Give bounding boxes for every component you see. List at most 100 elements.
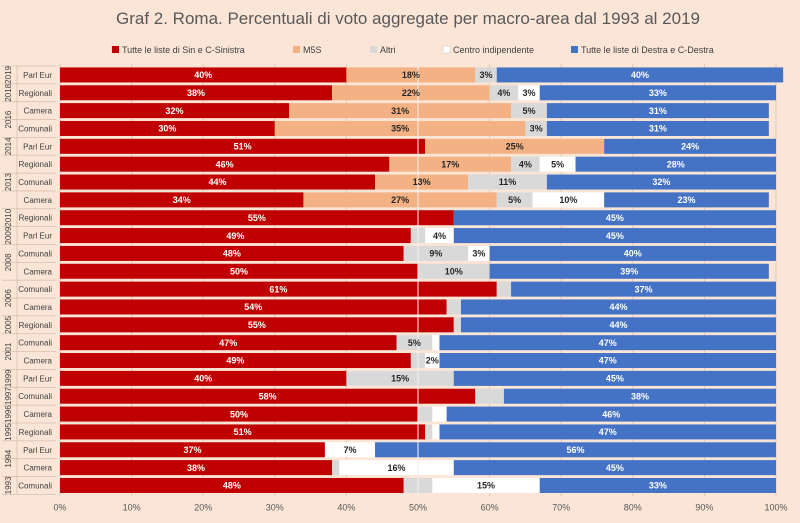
legend-label: M5S xyxy=(303,45,322,55)
bar-segment xyxy=(332,85,490,101)
year-label: 1996 xyxy=(4,405,13,423)
bar-segment xyxy=(60,477,404,493)
bar-segment xyxy=(432,477,540,493)
year-label: 2014 xyxy=(4,137,13,155)
data-label: 11% xyxy=(499,177,517,187)
data-label: 17% xyxy=(441,159,459,169)
data-label: 3% xyxy=(480,70,493,80)
data-label: 40% xyxy=(624,249,642,259)
data-label: 49% xyxy=(226,356,244,366)
data-label: 45% xyxy=(606,213,624,223)
data-label: 44% xyxy=(609,302,627,312)
bar-segment xyxy=(425,353,440,369)
bar-segment xyxy=(60,138,426,154)
bar-segment xyxy=(604,192,769,208)
data-label: 46% xyxy=(602,409,620,419)
bar-segment xyxy=(60,299,447,315)
legend-swatch xyxy=(112,46,119,53)
bar-segment xyxy=(539,85,776,101)
data-label: 45% xyxy=(606,374,624,384)
bar-segment xyxy=(60,460,333,476)
row-label: Camera xyxy=(24,410,53,419)
data-label: 31% xyxy=(649,124,667,134)
data-label: 54% xyxy=(244,302,262,312)
data-label: 46% xyxy=(216,159,234,169)
data-label: 4% xyxy=(433,231,446,241)
bar-segment xyxy=(432,406,447,422)
data-label: 55% xyxy=(248,320,266,330)
row-label: Camera xyxy=(24,267,53,276)
row-label: Parl Eur xyxy=(23,374,52,383)
data-label: 47% xyxy=(599,427,617,437)
bar-segment xyxy=(332,460,340,476)
bar-segment xyxy=(439,335,776,351)
row-label: Parl Eur xyxy=(23,232,52,241)
bar-segment xyxy=(503,388,776,404)
data-label: 37% xyxy=(635,284,653,294)
bar-segment xyxy=(496,192,533,208)
bar-segment xyxy=(511,281,776,297)
bar-segment xyxy=(525,120,547,136)
bar-segment xyxy=(460,317,776,333)
data-label: 40% xyxy=(194,70,212,80)
bar-segment xyxy=(425,138,605,154)
bar-segment xyxy=(403,245,469,261)
bar-segment xyxy=(375,442,776,458)
row-label: Comunali xyxy=(18,481,52,490)
data-label: 38% xyxy=(187,88,205,98)
legend-label: Altri xyxy=(380,45,396,55)
bar-segment xyxy=(60,85,333,101)
bar-segment xyxy=(346,370,454,386)
data-label: 5% xyxy=(551,159,564,169)
year-label: 2006 xyxy=(4,289,13,307)
bar-segment xyxy=(468,174,547,190)
row-label: Parl Eur xyxy=(23,446,52,455)
bar-segment xyxy=(418,406,433,422)
bar-segment xyxy=(604,138,776,154)
bar-segment xyxy=(453,228,776,244)
row-label: Regionali xyxy=(19,160,53,169)
bar-segment xyxy=(60,317,454,333)
year-label: 2019 xyxy=(4,65,13,83)
data-label: 22% xyxy=(402,88,420,98)
bar-segment xyxy=(60,120,275,136)
x-tick-label: 50% xyxy=(409,502,427,512)
bar-segment xyxy=(453,370,776,386)
bar-segment xyxy=(475,388,504,404)
bar-segment xyxy=(60,263,418,279)
data-label: 3% xyxy=(472,249,485,259)
data-label: 16% xyxy=(388,463,406,473)
data-label: 37% xyxy=(183,445,201,455)
bar-segment xyxy=(303,192,497,208)
data-label: 28% xyxy=(667,159,685,169)
bar-segment xyxy=(60,335,397,351)
year-label: 2010 xyxy=(4,208,13,226)
bar-segment xyxy=(439,424,776,440)
bar-segment xyxy=(496,67,784,83)
data-label: 44% xyxy=(209,177,227,187)
data-label: 25% xyxy=(506,142,524,152)
data-label: 7% xyxy=(343,445,356,455)
bar-segment xyxy=(60,156,390,172)
row-label: Comunali xyxy=(18,285,52,294)
data-label: 45% xyxy=(606,231,624,241)
x-tick-label: 40% xyxy=(337,502,355,512)
x-tick-label: 30% xyxy=(266,502,284,512)
data-label: 27% xyxy=(391,195,409,205)
year-label: 2013 xyxy=(4,173,13,191)
row-label: Camera xyxy=(24,464,53,473)
x-tick-label: 20% xyxy=(194,502,212,512)
bar-segment xyxy=(418,263,490,279)
row-label: Camera xyxy=(24,107,53,116)
data-label: 38% xyxy=(631,391,649,401)
data-label: 48% xyxy=(223,249,241,259)
bar-segment xyxy=(539,156,576,172)
bar-segment xyxy=(375,174,469,190)
bar-segment xyxy=(546,120,769,136)
data-label: 18% xyxy=(402,70,420,80)
bar-segment xyxy=(460,299,776,315)
row-label: Comunali xyxy=(18,339,52,348)
year-label: 1999 xyxy=(4,369,13,387)
data-label: 47% xyxy=(599,338,617,348)
data-label: 47% xyxy=(599,356,617,366)
